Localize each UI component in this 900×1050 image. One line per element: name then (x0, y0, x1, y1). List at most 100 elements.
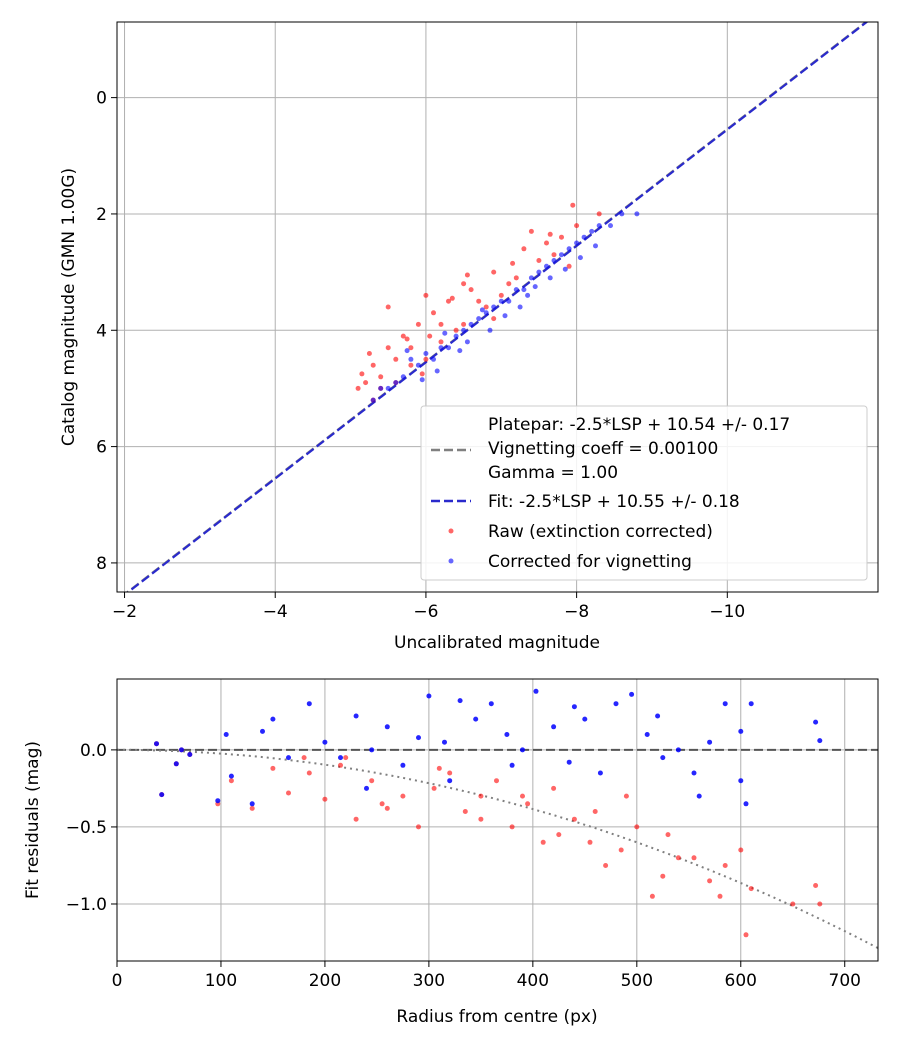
x-tick-label: −6 (413, 602, 438, 622)
vignetting-model-curve (117, 748, 878, 950)
raw-point (476, 298, 482, 304)
corrected-point (581, 234, 587, 240)
raw-point (536, 258, 542, 263)
raw-point (478, 816, 484, 822)
corrected-point (473, 716, 479, 722)
bottom-ticks: 0 100 200 300 400 500 600 700 0.0 −0.5 −1.0 (66, 741, 861, 991)
raw-point (817, 901, 823, 907)
corrected-point (502, 313, 508, 319)
corrected-point (270, 716, 276, 722)
bottom-grid (116, 679, 878, 961)
raw-point (366, 351, 372, 356)
corrected-point (596, 223, 602, 229)
bottom-scatter-points (154, 688, 823, 938)
corrected-point (431, 356, 436, 362)
corrected-point (506, 298, 512, 304)
raw-point (359, 371, 365, 377)
raw-point (461, 321, 467, 327)
corrected-point (528, 275, 534, 281)
corrected-point (488, 701, 494, 707)
raw-point (521, 246, 527, 252)
x-tick-label: 200 (309, 971, 341, 991)
raw-point (438, 321, 444, 327)
raw-point (306, 770, 312, 776)
raw-point (618, 847, 624, 853)
corrected-point (476, 316, 482, 322)
raw-point (338, 762, 343, 768)
raw-point (419, 371, 425, 377)
raw-point (446, 298, 451, 304)
raw-point (355, 385, 361, 391)
corrected-point (551, 258, 557, 263)
raw-point (566, 263, 572, 269)
corrected-point (378, 385, 384, 391)
corrected-point (408, 356, 414, 362)
corrected-point (629, 691, 635, 697)
corrected-point (743, 801, 749, 807)
raw-point (400, 333, 406, 339)
raw-point (408, 362, 414, 368)
raw-point (623, 793, 629, 799)
corrected-point (400, 762, 406, 768)
corrected-point (487, 327, 493, 333)
y-tick-label: 6 (96, 438, 107, 458)
raw-point (301, 755, 307, 761)
top-scatter-points (355, 202, 640, 403)
corrected-point (525, 292, 531, 298)
x-tick-label: −10 (709, 602, 745, 622)
legend-raw-text: Raw (extinction corrected) (488, 522, 713, 542)
bottom-y-axis-label: Fit residuals (mag) (23, 741, 43, 899)
corrected-point (457, 698, 463, 704)
raw-point (660, 873, 666, 879)
corrected-point (426, 693, 432, 699)
corrected-point (434, 368, 440, 374)
top-axes-frame (116, 21, 879, 593)
legend-fit-text: Fit: -2.5*LSP + 10.55 +/- 0.18 (488, 492, 740, 512)
corrected-point (286, 755, 291, 761)
raw-point (547, 231, 553, 237)
raw-point (748, 886, 754, 892)
corrected-point (461, 327, 467, 333)
corrected-point (738, 728, 744, 734)
raw-point (416, 824, 421, 830)
corrected-point (416, 735, 421, 741)
corrected-point (438, 345, 444, 351)
raw-point (384, 805, 390, 811)
raw-point (540, 839, 546, 845)
raw-point (438, 339, 444, 345)
raw-point (478, 793, 484, 799)
raw-point (464, 272, 470, 278)
corrected-point (385, 385, 391, 391)
raw-point (649, 893, 655, 899)
corrected-point (393, 380, 399, 386)
y-tick-label: 8 (96, 554, 107, 574)
raw-point (249, 805, 255, 811)
corrected-point (415, 362, 421, 368)
corrected-point (722, 701, 728, 707)
corrected-point (696, 793, 702, 799)
y-tick-label: 2 (96, 205, 107, 225)
corrected-point (644, 732, 650, 737)
corrected-point (187, 752, 193, 757)
corrected-point (520, 747, 525, 753)
corrected-point (517, 304, 523, 310)
corrected-point (536, 269, 542, 275)
legend-platepar-text: Platepar: -2.5*LSP + 10.54 +/- 0.17 (488, 415, 790, 435)
corrected-point (423, 351, 429, 356)
raw-point (404, 336, 410, 342)
raw-point (813, 883, 819, 888)
x-tick-label: 100 (205, 971, 237, 991)
corrected-point (551, 724, 557, 730)
corrected-point (504, 732, 510, 737)
top-ticks: −2 −4 −6 −8 −10 0 2 4 6 8 (96, 89, 745, 622)
raw-point (431, 310, 436, 316)
raw-point (436, 765, 442, 771)
raw-point (483, 304, 489, 310)
raw-point (491, 269, 497, 275)
top-fit-lines (125, 22, 869, 592)
corrected-point (675, 747, 681, 753)
corrected-point (817, 738, 823, 744)
raw-point (353, 816, 359, 822)
corrected-point (223, 732, 229, 737)
